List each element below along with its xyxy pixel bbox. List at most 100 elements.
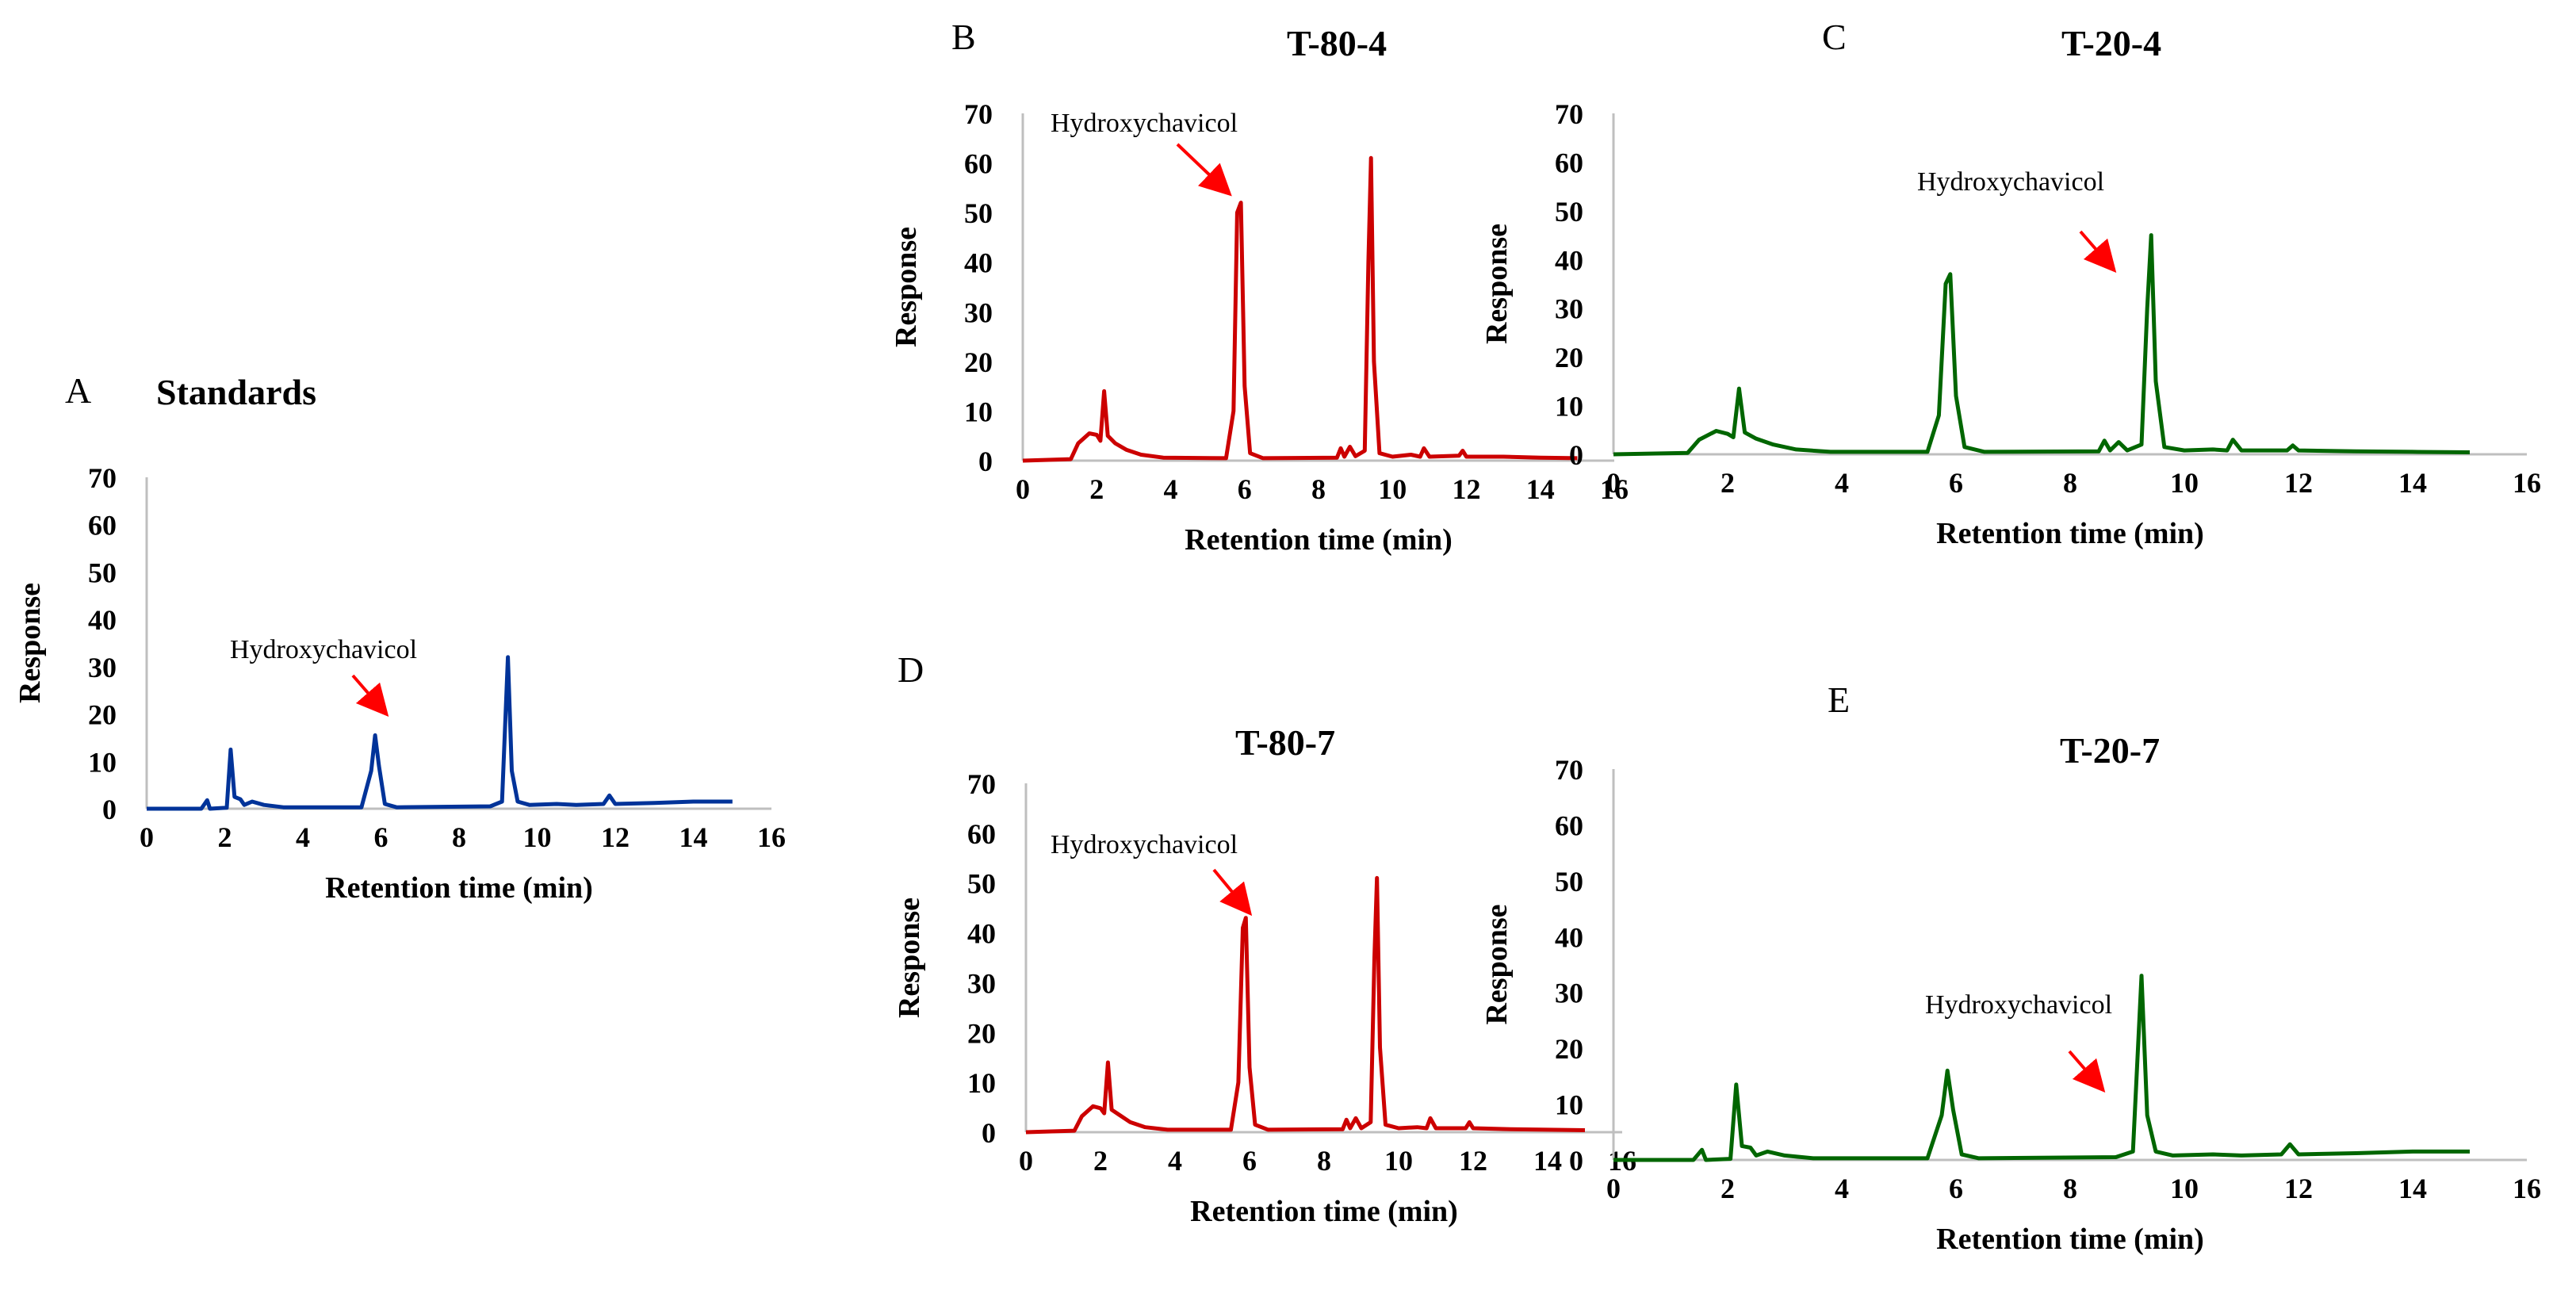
x-tick-label: 0: [140, 821, 154, 853]
series-line: [1613, 233, 2471, 457]
y-tick-label: 60: [964, 148, 993, 180]
x-tick-label: 12: [601, 821, 630, 853]
x-tick-label: 8: [1311, 473, 1326, 505]
y-tick-label: 40: [88, 604, 117, 636]
x-axis-label: Retention time (min): [1936, 1223, 2204, 1256]
x-tick-label: 0: [1019, 1145, 1033, 1177]
x-axis-label: Retention time (min): [325, 871, 593, 905]
x-tick-label: 4: [1164, 473, 1178, 505]
series-line: [1022, 155, 1578, 463]
y-tick-label: 40: [967, 918, 996, 950]
panel-letter: B: [951, 17, 976, 57]
x-tick-label: 6: [1949, 467, 1963, 499]
x-tick-label: 0: [1606, 1173, 1621, 1204]
x-tick-label: 2: [1093, 1145, 1108, 1177]
annotation-label: Hydroxychavicol: [1925, 990, 2112, 1020]
panel-letter: E: [1828, 679, 1850, 720]
x-tick-label: 4: [1168, 1145, 1182, 1177]
panel-letter: C: [1822, 17, 1847, 57]
x-tick-label: 12: [1459, 1145, 1487, 1177]
annotation-arrow: [351, 674, 389, 718]
x-tick-label: 12: [1453, 473, 1481, 505]
y-tick-label: 10: [88, 746, 117, 778]
x-tick-label: 0: [1606, 467, 1621, 499]
y-tick-label: 50: [1555, 196, 1583, 228]
x-tick-label: 4: [1835, 467, 1849, 499]
y-tick-label: 10: [1555, 391, 1583, 423]
y-tick-label: 10: [967, 1067, 996, 1099]
y-tick-label: 50: [1555, 866, 1583, 898]
annotation-label: Hydroxychavicol: [230, 635, 417, 664]
x-axis-label: Retention time (min): [1185, 523, 1453, 557]
y-tick-label: 40: [1555, 244, 1583, 276]
x-tick-label: 10: [1378, 473, 1407, 505]
y-tick-label: 20: [1555, 342, 1583, 373]
x-tick-label: 14: [1526, 473, 1555, 505]
y-tick-label: 20: [964, 346, 993, 378]
x-tick-label: 2: [218, 821, 232, 853]
y-tick-label: 60: [88, 510, 117, 542]
panel-title: Standards: [156, 372, 316, 412]
y-tick-label: 30: [964, 297, 993, 328]
chart-panel-d: DT-80-70 2 4 6 8 10 12 14 16010203040506070Reten…: [893, 649, 1636, 1228]
y-tick-label: 20: [1555, 1033, 1583, 1065]
y-tick-label: 40: [1555, 921, 1583, 953]
y-tick-label: 10: [1555, 1089, 1583, 1121]
chart-panel-e: E T-20-7 0 2 4 6 8 10 12 14 16 0 10 20 30 40 50 60 70 Reten…: [1480, 679, 2541, 1256]
x-tick-label: 2: [1721, 1173, 1735, 1204]
x-tick-label: 14: [679, 821, 708, 853]
y-tick-label: 0: [102, 794, 117, 825]
annotation-arrow: [1212, 868, 1253, 917]
x-tick-label: 8: [1317, 1145, 1331, 1177]
y-axis-label: Response: [1480, 224, 1514, 344]
x-tick-label: 10: [1384, 1145, 1413, 1177]
y-tick-label: 0: [1569, 1145, 1583, 1177]
x-tick-label: 10: [2170, 1173, 2199, 1204]
x-tick-label: 4: [1835, 1173, 1849, 1204]
x-tick-label: 6: [1238, 473, 1252, 505]
y-tick-label: 70: [1555, 754, 1583, 786]
y-axis-label: Response: [890, 227, 923, 347]
x-tick-label: 6: [1949, 1173, 1963, 1204]
x-tick-label: 0: [1016, 473, 1030, 505]
y-tick-label: 0: [978, 446, 993, 477]
y-tick-label: 70: [1555, 98, 1583, 130]
x-tick-label: 12: [2284, 467, 2313, 499]
y-tick-label: 0: [1569, 439, 1583, 471]
y-tick-label: 60: [1555, 810, 1583, 841]
x-tick-label: 8: [452, 821, 466, 853]
chart-panel-a: A Standards 0 2 4 6 8 10 12 14 16 0 10 20 30 40 50 60 70 Re…: [13, 370, 786, 905]
y-tick-label: 0: [982, 1117, 996, 1149]
chart-panel-b: B T-80-40 2 4 6 8 10 12 14 16010203040506070Reten…: [890, 17, 1629, 557]
y-tick-label: 50: [964, 197, 993, 229]
annotation-arrow: [2068, 1050, 2106, 1093]
annotation-label: Hydroxychavicol: [1051, 109, 1238, 138]
x-axis-label: Retention time (min): [1190, 1195, 1458, 1228]
y-tick-label: 70: [964, 98, 993, 130]
x-tick-label: 2: [1721, 467, 1735, 499]
y-axis-label: Response: [893, 898, 926, 1018]
series-line: [1025, 875, 1586, 1135]
y-tick-label: 30: [967, 967, 996, 999]
annotation-arrow: [2079, 230, 2117, 274]
panel-letter: A: [65, 370, 91, 411]
x-tick-label: 16: [757, 821, 786, 853]
chart-panel-c: C T-20-40 2 4 6 8 10 12 14 16010203040506070Reten…: [1480, 17, 2541, 550]
x-tick-label: 8: [2063, 1173, 2077, 1204]
y-tick-label: 10: [964, 396, 993, 427]
y-tick-label: 70: [967, 768, 996, 800]
annotation-label: Hydroxychavicol: [1051, 830, 1238, 859]
panel-title: T-20-7: [2060, 730, 2160, 771]
panel-title: T-80-4: [1287, 23, 1387, 63]
y-tick-label: 60: [1555, 147, 1583, 178]
panel-title: T-20-4: [2061, 23, 2161, 63]
series-line: [147, 655, 733, 811]
y-tick-label: 30: [1555, 293, 1583, 325]
annotation-arrow: [1176, 143, 1232, 197]
y-axis-label: Response: [13, 583, 47, 703]
y-tick-label: 50: [967, 868, 996, 900]
panel-title: T-80-7: [1235, 722, 1335, 763]
y-tick-label: 50: [88, 557, 117, 588]
x-tick-label: 16: [2513, 1173, 2541, 1204]
